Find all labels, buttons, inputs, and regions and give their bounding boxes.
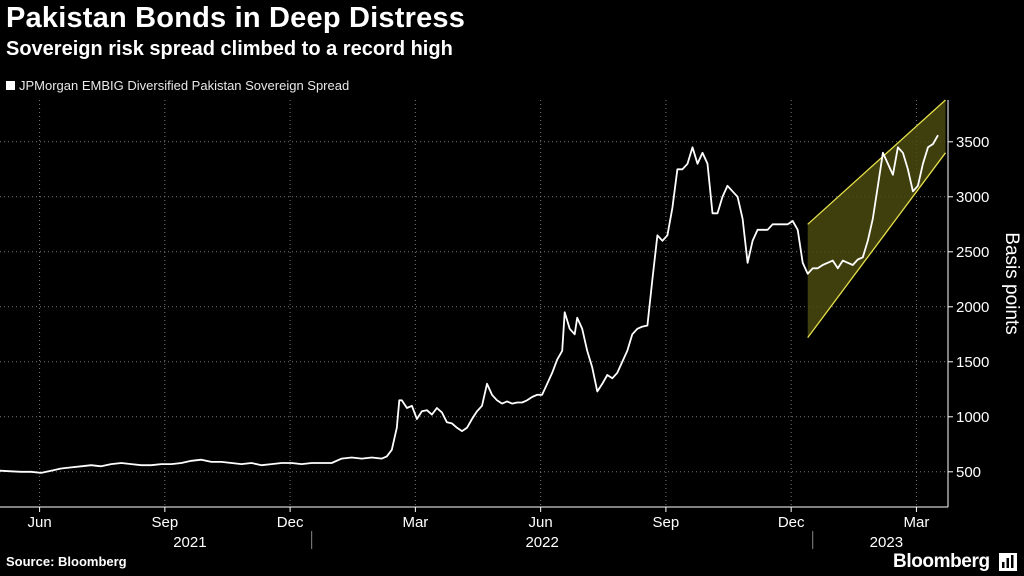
year-label: 2023 (870, 534, 903, 551)
x-tick-label: Dec (277, 514, 304, 531)
legend-label: JPMorgan EMBIG Diversified Pakistan Sove… (19, 78, 350, 93)
x-tick-label: Dec (778, 514, 805, 531)
channel-layer (807, 99, 947, 338)
series-line-pakistan-spread (0, 134, 939, 474)
axis-layer: 500 1000 1500 2000 2500 3000 3500 Jun Sep Dec Mar J… (0, 100, 1022, 551)
legend-swatch (6, 81, 15, 90)
trend-channel-lower (807, 152, 947, 338)
legend: JPMorgan EMBIG Diversified Pakistan Sove… (6, 78, 349, 93)
x-tick-label: Jun (529, 514, 553, 531)
y-axis-title: Basis points (1001, 232, 1022, 334)
y-tick-label: 3000 (956, 189, 989, 206)
y-tick-label: 500 (956, 464, 981, 481)
x-tick-label: Sep (653, 514, 680, 531)
chart-title: Pakistan Bonds in Deep Distress (6, 2, 466, 34)
source-note: Source: Bloomberg (6, 554, 127, 569)
bloomberg-chart-icon (999, 553, 1017, 571)
trend-channel-fill (807, 100, 946, 338)
x-tick-label: Mar (402, 514, 428, 531)
y-tick-label: 2500 (956, 244, 989, 261)
x-tick-label: Mar (904, 514, 930, 531)
trend-channel-upper (807, 99, 946, 225)
grid-layer (0, 100, 948, 507)
x-tick-label: Jun (27, 514, 51, 531)
series-layer (0, 134, 939, 474)
bloomberg-logo: Bloomberg (893, 551, 990, 572)
y-tick-label: 1000 (956, 409, 989, 426)
x-tick-label: Sep (151, 514, 178, 531)
y-tick-label: 3500 (956, 134, 989, 151)
y-tick-label: 2000 (956, 299, 989, 316)
year-label: 2021 (173, 534, 206, 551)
year-label: 2022 (525, 534, 558, 551)
chart-subtitle: Sovereign risk spread climbed to a recor… (6, 38, 453, 60)
y-tick-label: 1500 (956, 354, 989, 371)
